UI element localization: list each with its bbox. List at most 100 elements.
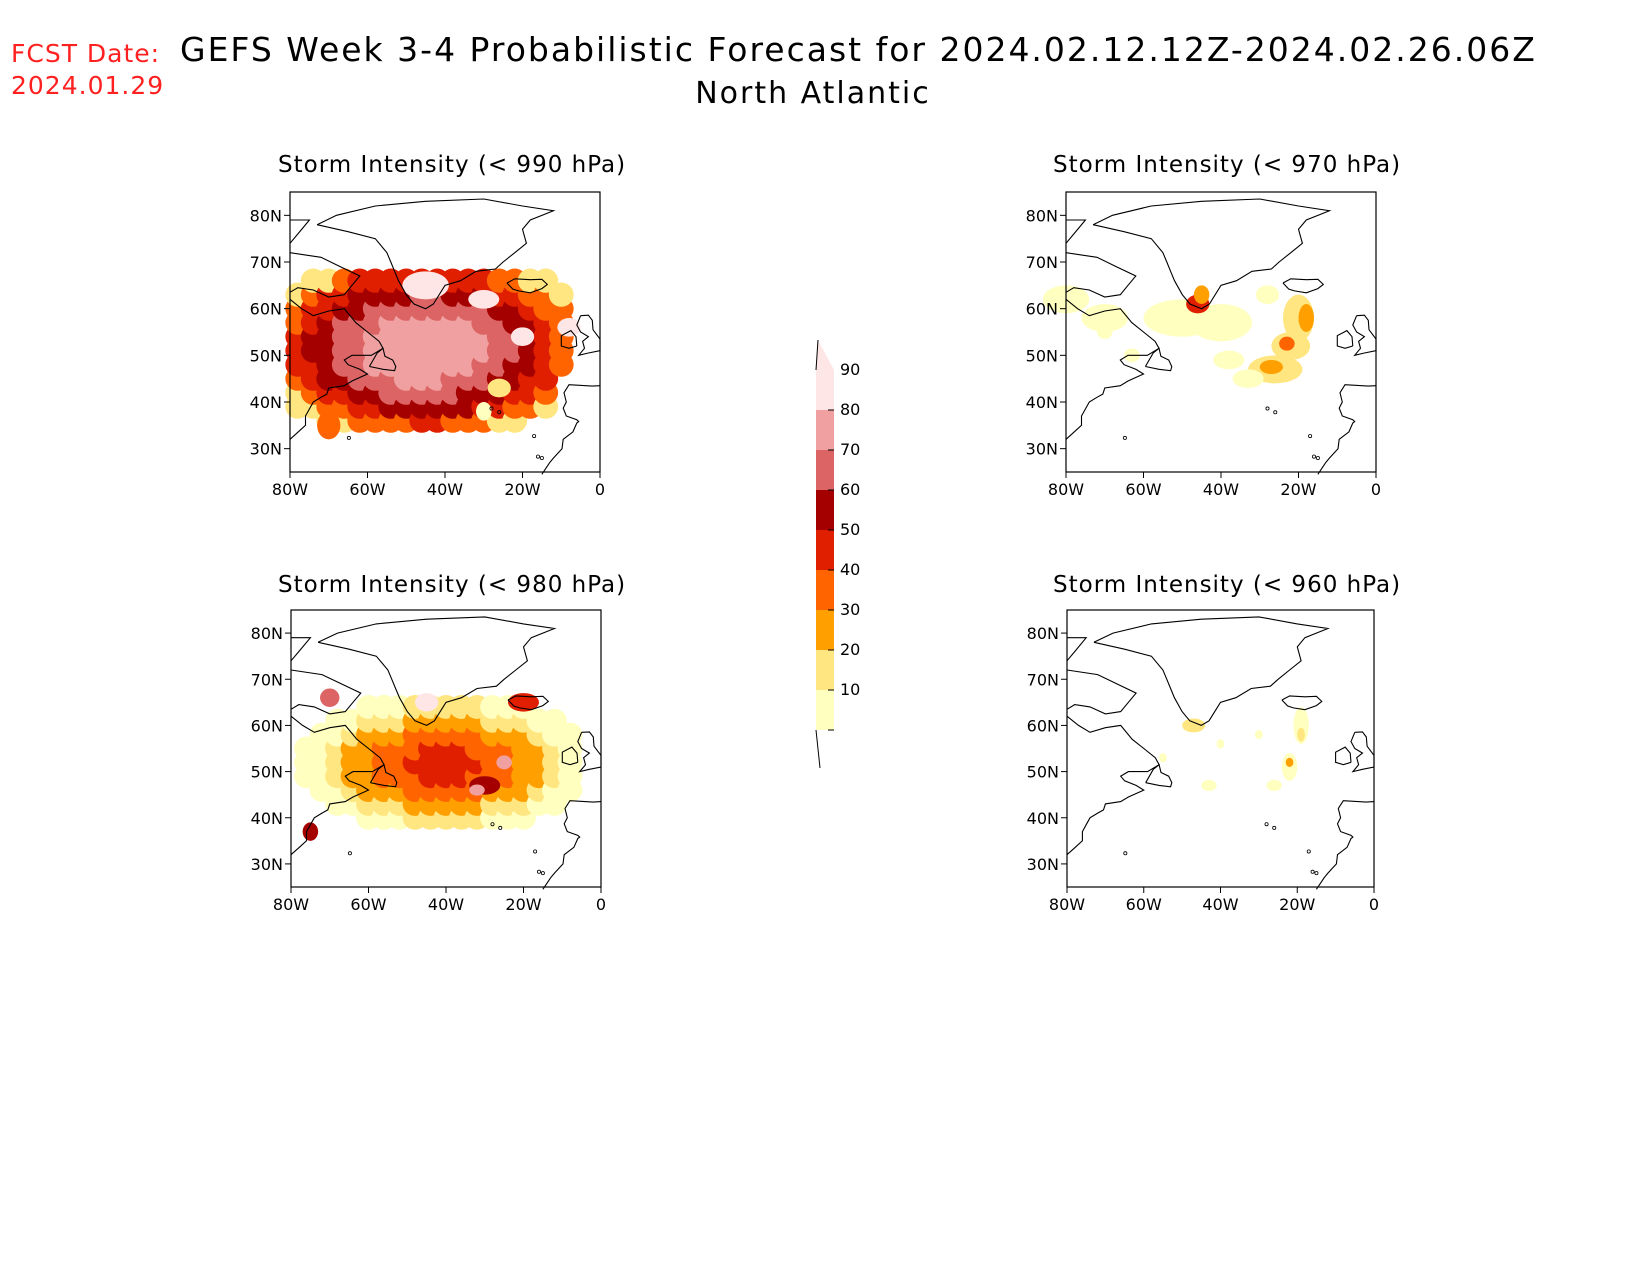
probability-cell bbox=[1255, 285, 1280, 304]
colorbar-label: 50 bbox=[840, 520, 860, 539]
lat-tick-label: 30N bbox=[250, 440, 282, 459]
lat-tick-label: 60N bbox=[251, 716, 283, 735]
lat-tick-label: 50N bbox=[251, 763, 283, 782]
coastline bbox=[1066, 616, 1375, 890]
probability-cell bbox=[1193, 285, 1210, 304]
fcst-date-value: 2024.01.29 bbox=[11, 71, 165, 100]
colorbar-label: 90 bbox=[840, 360, 860, 379]
lon-tick-label: 60W bbox=[350, 895, 386, 914]
probability-cell bbox=[1285, 757, 1294, 767]
lat-tick-label: 50N bbox=[1026, 346, 1058, 365]
lon-tick-label: 20W bbox=[1279, 895, 1315, 914]
page-subtitle: North Atlantic bbox=[0, 76, 1650, 111]
probability-cell bbox=[476, 402, 492, 421]
lat-tick-label: 70N bbox=[1026, 253, 1058, 272]
panel-title-970: Storm Intensity (< 970 hPa) bbox=[1053, 152, 1402, 178]
forecast-date-block: FCST Date: 2024.01.29 bbox=[11, 38, 164, 102]
probability-cell bbox=[1255, 730, 1263, 740]
coastline bbox=[1065, 198, 1377, 475]
probability-cell bbox=[1190, 304, 1252, 342]
panel-title-960: Storm Intensity (< 960 hPa) bbox=[1053, 572, 1402, 598]
lat-tick-label: 70N bbox=[1027, 670, 1059, 689]
lon-tick-label: 40W bbox=[427, 480, 463, 499]
colorbar: 10 20 30 40 50 60 70 80 90 bbox=[815, 339, 860, 769]
lat-tick-label: 60N bbox=[250, 300, 282, 319]
probability-cell bbox=[317, 411, 341, 440]
lon-tick-label: 80W bbox=[273, 895, 309, 914]
probability-cell bbox=[1213, 350, 1245, 370]
probability-cell bbox=[1182, 718, 1206, 733]
colorbar-swatch-40 bbox=[816, 570, 834, 610]
lat-tick-label: 60N bbox=[1027, 716, 1059, 735]
probability-cell bbox=[415, 693, 439, 712]
region-name: North Atlantic bbox=[695, 76, 931, 111]
colorbar-swatch-90 bbox=[816, 370, 834, 410]
lat-tick-label: 50N bbox=[250, 346, 282, 365]
lat-tick-label: 30N bbox=[251, 855, 283, 874]
lat-tick-label: 40N bbox=[251, 809, 283, 828]
probability-cell bbox=[402, 271, 449, 300]
probability-cell bbox=[1297, 727, 1305, 742]
colorbar-label: 70 bbox=[840, 440, 860, 459]
fcst-date-label: FCST Date: bbox=[11, 39, 161, 68]
page-title: GEFS Week 3-4 Probabilistic Forecast for… bbox=[180, 30, 1537, 69]
probability-cell bbox=[1081, 304, 1128, 332]
colorbar-swatch-50 bbox=[816, 530, 834, 570]
colorbar-swatch-10 bbox=[816, 690, 834, 730]
lat-tick-label: 30N bbox=[1027, 855, 1059, 874]
lat-tick-label: 70N bbox=[250, 253, 282, 272]
probability-cell bbox=[548, 282, 574, 307]
colorbar-cap-bottom bbox=[816, 730, 834, 768]
panel-title-990: Storm Intensity (< 990 hPa) bbox=[278, 152, 627, 178]
lat-tick-label: 70N bbox=[251, 670, 283, 689]
lon-tick-label: 20W bbox=[504, 480, 540, 499]
lon-tick-label: 20W bbox=[1280, 480, 1316, 499]
lon-tick-label: 0 bbox=[596, 895, 606, 914]
lon-tick-label: 80W bbox=[272, 480, 308, 499]
probability-cell bbox=[1266, 779, 1282, 791]
panel-title-980: Storm Intensity (< 980 hPa) bbox=[278, 572, 627, 598]
lat-tick-label: 40N bbox=[250, 393, 282, 412]
lat-tick-label: 50N bbox=[1027, 763, 1059, 782]
probability-cell bbox=[320, 688, 340, 707]
map-panel-970: 80N 70N 60N 50N 40N 30N 80W 60W 40W 20W 0 bbox=[1026, 191, 1381, 499]
colorbar-label: 20 bbox=[840, 640, 860, 659]
lon-tick-label: 80W bbox=[1048, 480, 1084, 499]
colorbar-swatch-20 bbox=[816, 650, 834, 690]
map-panel-990: 80N 70N 60N 50N 40N 30N 80W 60W 40W 20W 0 bbox=[250, 191, 605, 499]
probability-cell bbox=[469, 784, 485, 796]
lon-tick-label: 40W bbox=[1202, 895, 1238, 914]
lat-tick-label: 80N bbox=[1027, 624, 1059, 643]
probability-cell bbox=[557, 318, 581, 337]
colorbar-swatch-80 bbox=[816, 410, 834, 450]
probability-cell bbox=[1216, 739, 1225, 749]
lat-tick-label: 40N bbox=[1026, 393, 1058, 412]
colorbar-cap-top bbox=[816, 340, 834, 370]
probability-cell bbox=[1159, 753, 1167, 763]
probability-cell bbox=[1259, 360, 1283, 374]
map-panel-980: 80N 70N 60N 50N 40N 30N 80W 60W 40W 20W 0 bbox=[251, 609, 606, 914]
probability-cell bbox=[1232, 369, 1264, 388]
lat-tick-label: 30N bbox=[1026, 440, 1058, 459]
probability-cell bbox=[1298, 304, 1314, 332]
probability-cell bbox=[1279, 336, 1295, 351]
probability-cell bbox=[1281, 753, 1298, 781]
coastline bbox=[289, 198, 601, 475]
probability-cell bbox=[468, 290, 500, 309]
probability-cell bbox=[557, 722, 583, 747]
colorbar-label: 60 bbox=[840, 480, 860, 499]
lon-tick-label: 0 bbox=[595, 480, 605, 499]
lon-tick-label: 60W bbox=[1126, 895, 1162, 914]
colorbar-label: 80 bbox=[840, 400, 860, 419]
colorbar-label: 10 bbox=[840, 680, 860, 699]
probability-cell bbox=[510, 327, 535, 346]
map-frame bbox=[1066, 609, 1375, 888]
lon-tick-label: 60W bbox=[1125, 480, 1161, 499]
map-panel-960: 80N 70N 60N 50N 40N 30N 80W 60W 40W 20W 0 bbox=[1027, 609, 1379, 914]
colorbar-label: 30 bbox=[840, 600, 860, 619]
colorbar-swatch-60 bbox=[816, 490, 834, 530]
probability-cell bbox=[1201, 779, 1217, 791]
lon-tick-label: 40W bbox=[1203, 480, 1239, 499]
probability-cell bbox=[496, 755, 512, 770]
colorbar-label: 40 bbox=[840, 560, 860, 579]
